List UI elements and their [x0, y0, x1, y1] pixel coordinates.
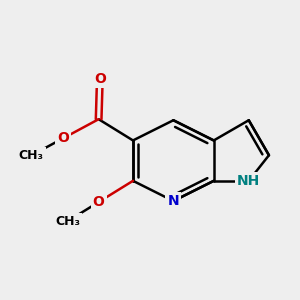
Text: CH₃: CH₃: [19, 149, 44, 162]
Text: O: O: [57, 131, 69, 145]
Text: CH₃: CH₃: [55, 215, 80, 228]
Text: NH: NH: [237, 174, 260, 188]
Text: N: N: [168, 194, 179, 208]
Text: O: O: [93, 195, 105, 209]
Text: O: O: [94, 72, 106, 86]
